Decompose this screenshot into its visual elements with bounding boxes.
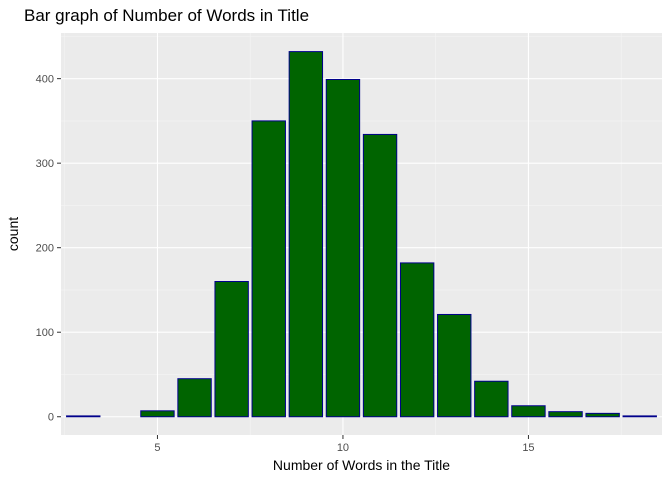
bar — [325, 78, 361, 418]
x-tick-label: 10 — [337, 442, 349, 454]
bar — [362, 133, 398, 418]
bar — [288, 51, 324, 418]
bar — [66, 415, 101, 418]
bar — [140, 410, 175, 418]
y-tick-label: 100 — [36, 327, 54, 339]
bar — [437, 313, 472, 418]
x-axis-title: Number of Words in the Title — [273, 457, 450, 473]
y-tick-label: 300 — [36, 158, 54, 170]
chart-title: Bar graph of Number of Words in Title — [24, 6, 310, 25]
bar — [511, 405, 546, 418]
y-axis: 0 100 200 300 400 — [36, 74, 61, 424]
y-tick-label: 200 — [36, 243, 54, 255]
y-tick-label: 0 — [48, 412, 54, 424]
bar — [548, 411, 583, 418]
plot-panel — [61, 33, 662, 435]
y-tick-label: 400 — [36, 74, 54, 86]
bar — [251, 120, 286, 418]
bar — [474, 380, 509, 418]
bar-series — [66, 51, 657, 418]
y-axis-title: count — [5, 217, 21, 251]
bar — [399, 262, 435, 418]
minor-gridlines — [61, 33, 662, 435]
bar — [177, 378, 212, 418]
bar — [622, 415, 657, 418]
bar — [585, 412, 620, 418]
bar — [214, 281, 249, 418]
x-axis: 5 10 15 — [154, 435, 535, 454]
x-tick-label: 15 — [522, 442, 534, 454]
x-tick-label: 5 — [154, 442, 160, 454]
